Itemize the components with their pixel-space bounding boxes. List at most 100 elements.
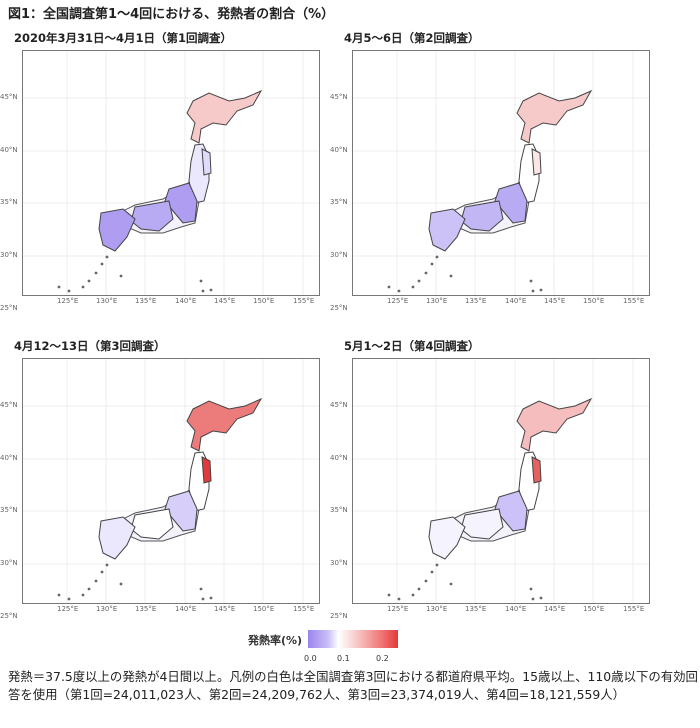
island-dot — [531, 597, 535, 601]
island-dot — [449, 274, 453, 278]
lon-tick-label: 130°E — [96, 297, 118, 305]
island-dot — [119, 582, 123, 586]
lat-tick-label: 25°N — [0, 612, 18, 620]
lat-tick-label: 40°N — [330, 454, 348, 462]
island-dot — [94, 579, 98, 583]
lon-tick-label: 125°E — [387, 297, 409, 305]
lon-tick-label: 150°E — [583, 297, 605, 305]
island-dot — [449, 582, 453, 586]
lat-tick-label: 30°N — [0, 559, 18, 567]
island-dot — [397, 289, 401, 293]
region-iwate — [201, 148, 212, 176]
lat-tick-label: 45°N — [330, 401, 348, 409]
region-hokkaido — [186, 397, 263, 452]
footnote: 発熱＝37.5度以上の発熱が4日間以上。凡例の白色は全国調査第3回における都道府… — [8, 669, 698, 702]
map-panel-3: 4月12～13日（第3回調査） 45°N 40°N 35°N 30°N 25°N 125°E… — [0, 338, 330, 638]
japan-map — [353, 359, 649, 603]
lon-tick-label: 145°E — [544, 605, 566, 613]
lat-tick-label: 30°N — [0, 251, 18, 259]
lat-tick-label: 25°N — [330, 304, 348, 312]
island-dot — [199, 279, 203, 283]
lon-tick-label: 145°E — [544, 297, 566, 305]
legend-label-0: 0.0 — [304, 654, 317, 663]
island-dot — [199, 587, 203, 591]
panel-title: 5月1～2日（第4回調査） — [344, 339, 480, 353]
lat-tick-label: 25°N — [330, 612, 348, 620]
lat-tick-label: 45°N — [330, 93, 348, 101]
map-plot-area — [22, 358, 320, 604]
panel-title: 2020年3月31日～4月1日（第1回調査） — [14, 31, 233, 45]
lon-tick-label: 130°E — [96, 605, 118, 613]
japan-map — [353, 51, 649, 295]
region-iwate — [201, 456, 212, 484]
lat-tick-label: 40°N — [330, 146, 348, 154]
lon-tick-label: 135°E — [465, 605, 487, 613]
lon-tick-label: 145°E — [214, 297, 236, 305]
island-dot — [67, 289, 71, 293]
island-dot — [87, 279, 91, 283]
region-kyushu — [98, 208, 136, 252]
island-dot — [105, 255, 109, 259]
lon-tick-label: 130°E — [426, 605, 448, 613]
region-hokkaido — [516, 89, 593, 144]
island-dot — [105, 563, 109, 567]
lon-tick-label: 155°E — [293, 605, 315, 613]
lat-tick-label: 45°N — [0, 93, 18, 101]
island-dot — [539, 596, 543, 600]
lat-tick-label: 30°N — [330, 559, 348, 567]
island-dot — [411, 593, 415, 597]
region-kyushu — [428, 516, 466, 560]
japan-map — [23, 359, 319, 603]
lon-tick-label: 145°E — [214, 605, 236, 613]
island-dot — [209, 596, 213, 600]
legend: 発熱率(%) 0.0 0.1 0.2 — [248, 629, 488, 665]
panel-title: 4月12～13日（第3回調査） — [14, 339, 166, 353]
island-dot — [430, 570, 434, 574]
figure-title: 図1：全国調査第1～4回における、発熱者の割合（%） — [8, 7, 335, 22]
lon-tick-label: 140°E — [505, 605, 527, 613]
map-plot-area — [352, 50, 650, 296]
island-dot — [81, 285, 85, 289]
island-dot — [57, 593, 61, 597]
island-dot — [424, 579, 428, 583]
island-dot — [57, 285, 61, 289]
region-hokkaido — [186, 89, 263, 144]
island-dot — [67, 597, 71, 601]
map-plot-area — [22, 50, 320, 296]
region-hokkaido — [516, 397, 593, 452]
legend-title: 発熱率(%) — [248, 634, 303, 647]
lon-tick-label: 155°E — [623, 605, 645, 613]
island-dot — [94, 271, 98, 275]
island-dot — [424, 271, 428, 275]
japan-map — [23, 51, 319, 295]
lon-tick-label: 130°E — [426, 297, 448, 305]
island-dot — [201, 289, 205, 293]
legend-label-1: 0.1 — [337, 654, 350, 663]
lat-tick-label: 30°N — [330, 251, 348, 259]
region-kyushu — [428, 208, 466, 252]
island-dot — [209, 288, 213, 292]
island-dot — [435, 563, 439, 567]
island-dot — [100, 262, 104, 266]
lon-tick-label: 155°E — [293, 297, 315, 305]
lon-tick-label: 140°E — [175, 297, 197, 305]
lon-tick-label: 140°E — [175, 605, 197, 613]
island-dot — [119, 274, 123, 278]
lon-tick-label: 125°E — [387, 605, 409, 613]
lat-tick-label: 35°N — [0, 506, 18, 514]
island-dot — [100, 570, 104, 574]
island-dot — [387, 593, 391, 597]
island-dot — [81, 593, 85, 597]
island-dot — [539, 288, 543, 292]
island-dot — [417, 279, 421, 283]
lat-tick-label: 40°N — [0, 454, 18, 462]
lon-tick-label: 140°E — [505, 297, 527, 305]
lat-tick-label: 40°N — [0, 146, 18, 154]
lon-tick-label: 150°E — [583, 605, 605, 613]
lat-tick-label: 35°N — [0, 198, 18, 206]
lat-tick-label: 35°N — [330, 198, 348, 206]
island-dot — [397, 597, 401, 601]
map-panel-4: 5月1～2日（第4回調査） 45°N 40°N 35°N 30°N 25°N 125°E 13… — [330, 338, 660, 638]
region-iwate — [531, 456, 542, 484]
lon-tick-label: 135°E — [465, 297, 487, 305]
